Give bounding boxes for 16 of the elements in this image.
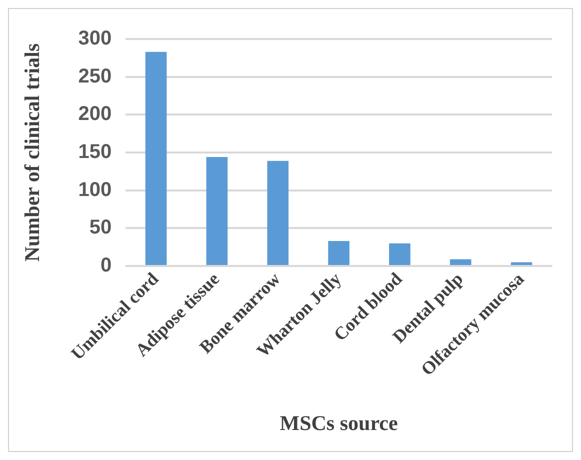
bar: [328, 241, 350, 266]
y-tick-label: 50: [89, 216, 112, 239]
x-axis-title: MSCs source: [280, 410, 398, 435]
y-tick-label: 150: [78, 141, 112, 164]
y-tick-label: 250: [78, 65, 112, 88]
y-tick-label: 200: [78, 103, 112, 126]
bar: [450, 259, 472, 266]
y-tick-label: 0: [100, 254, 112, 277]
bar: [145, 52, 167, 266]
bar: [206, 157, 228, 266]
y-tick-label: 300: [78, 28, 112, 50]
y-tick-label: 100: [78, 178, 112, 201]
bar: [267, 160, 289, 266]
y-axis-title: Number of clinical trials: [20, 43, 44, 262]
bar: [510, 262, 532, 266]
bar: [389, 243, 410, 266]
